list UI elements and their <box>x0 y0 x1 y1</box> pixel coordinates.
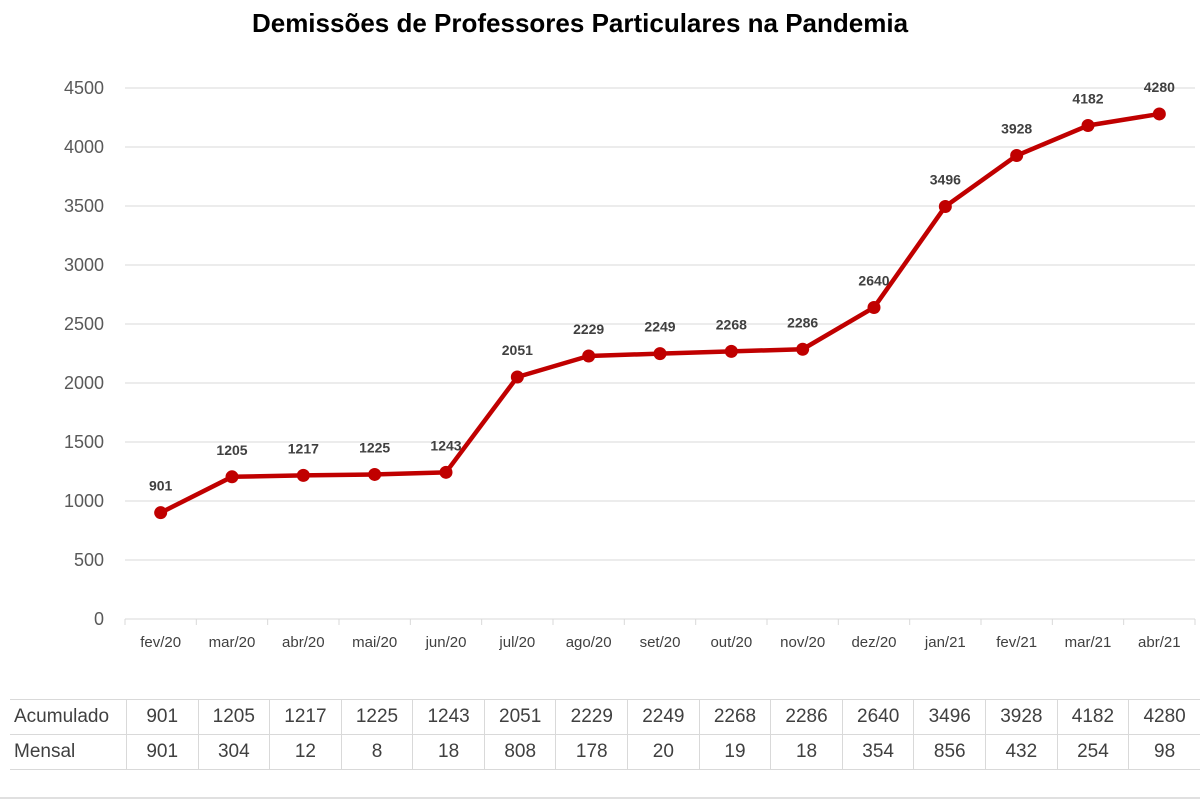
x-tick-label: jul/20 <box>498 634 535 651</box>
x-tick-label: out/20 <box>710 634 752 651</box>
table-cell: 3928 <box>985 699 1058 735</box>
y-tick-label: 3000 <box>64 255 104 275</box>
table-cell: 2640 <box>841 699 914 735</box>
table-cell: 1225 <box>340 699 413 735</box>
table-row: Acumulado 901 1205 1217 1225 1243 2051 2229 2249… <box>10 699 1200 735</box>
data-label: 2268 <box>716 316 747 332</box>
data-point <box>368 467 382 481</box>
data-point <box>867 300 881 314</box>
y-tick-label: 1500 <box>64 432 104 452</box>
table-cell: 2051 <box>483 699 556 735</box>
y-tick-label: 3500 <box>64 196 104 216</box>
data-point <box>296 468 310 482</box>
table-cell: 12 <box>269 734 342 770</box>
table-cell: 18 <box>770 734 843 770</box>
table-cell: 4280 <box>1128 699 1200 735</box>
data-point <box>582 349 596 363</box>
data-label: 1225 <box>359 439 390 455</box>
table-cell: 2268 <box>698 699 771 735</box>
data-point <box>796 342 810 356</box>
table-cell: 3496 <box>913 699 986 735</box>
x-tick-label: nov/20 <box>780 634 825 651</box>
data-label: 1205 <box>216 442 247 458</box>
line-chart: 0 500 1000 1500 2000 2500 3000 3500 4000 4500 fev/… <box>64 78 1196 651</box>
table-cell: 254 <box>1056 734 1129 770</box>
table-cell: 856 <box>913 734 986 770</box>
table-cell: 432 <box>985 734 1058 770</box>
table-cell: 8 <box>340 734 413 770</box>
table-cell: 18 <box>412 734 485 770</box>
data-label: 2249 <box>644 319 675 335</box>
data-label: 2051 <box>502 342 533 358</box>
table-cell: 2286 <box>770 699 843 735</box>
table-cell: 19 <box>698 734 771 770</box>
x-tick-label: jan/21 <box>924 634 966 651</box>
table-cell: 354 <box>841 734 914 770</box>
x-tick-label: dez/20 <box>851 634 896 651</box>
x-tick-label: mai/20 <box>352 634 397 651</box>
table-cell: 808 <box>483 734 556 770</box>
data-label: 3496 <box>930 171 961 187</box>
table-cell: 98 <box>1128 734 1200 770</box>
data-label: 4182 <box>1072 91 1103 107</box>
data-point <box>1081 119 1095 133</box>
y-tick-label: 4000 <box>64 137 104 157</box>
x-tick-label: mar/21 <box>1065 634 1112 651</box>
data-point <box>154 506 168 520</box>
data-point <box>510 370 524 384</box>
data-label: 4280 <box>1144 79 1175 95</box>
y-tick-label: 500 <box>74 550 104 570</box>
data-label: 1217 <box>288 440 319 456</box>
data-point <box>724 344 738 358</box>
table-cell: 304 <box>197 734 270 770</box>
table-cell: 4182 <box>1056 699 1129 735</box>
x-tick-label: set/20 <box>640 634 681 651</box>
x-tick-label: abr/20 <box>282 634 325 651</box>
data-point <box>1152 107 1166 121</box>
data-table: Acumulado 901 1205 1217 1225 1243 2051 2229 2249… <box>10 699 1200 770</box>
y-tick-label: 1000 <box>64 491 104 511</box>
data-point <box>439 465 453 479</box>
data-label: 901 <box>149 478 173 494</box>
table-cell: 901 <box>125 734 198 770</box>
y-tick-label: 4500 <box>64 78 104 98</box>
table-row-label: Mensal <box>10 734 127 770</box>
x-tick-label: fev/20 <box>140 634 181 651</box>
data-label: 2229 <box>573 321 604 337</box>
data-label: 1243 <box>430 437 461 453</box>
table-cell: 1205 <box>197 699 270 735</box>
x-tick-label: abr/21 <box>1138 634 1181 651</box>
y-tick-label: 0 <box>94 609 104 629</box>
table-cell: 178 <box>555 734 628 770</box>
table-cell: 1243 <box>412 699 485 735</box>
table-cell: 1217 <box>269 699 342 735</box>
data-point <box>1010 148 1024 162</box>
table-row-label: Acumulado <box>10 699 127 735</box>
table-cell: 2229 <box>555 699 628 735</box>
data-point <box>653 347 667 361</box>
x-tick-label: jun/20 <box>425 634 467 651</box>
table-cell: 901 <box>125 699 198 735</box>
table-cell: 2249 <box>627 699 700 735</box>
chart-title: Demissões de Professores Particulares na… <box>251 8 909 38</box>
y-tick-label: 2000 <box>64 373 104 393</box>
data-point <box>225 470 239 484</box>
data-label: 2640 <box>858 272 889 288</box>
y-tick-label: 2500 <box>64 314 104 334</box>
table-row: Mensal 901 304 12 8 18 808 178 20 19 18 354 856 432 25… <box>10 734 1200 770</box>
data-label: 3928 <box>1001 120 1032 136</box>
data-point <box>938 199 952 213</box>
table-cell: 20 <box>627 734 700 770</box>
x-tick-label: ago/20 <box>566 634 612 651</box>
data-label: 2286 <box>787 314 818 330</box>
x-tick-label: mar/20 <box>209 634 256 651</box>
x-tick-label: fev/21 <box>996 634 1037 651</box>
bottom-divider <box>0 797 1200 799</box>
